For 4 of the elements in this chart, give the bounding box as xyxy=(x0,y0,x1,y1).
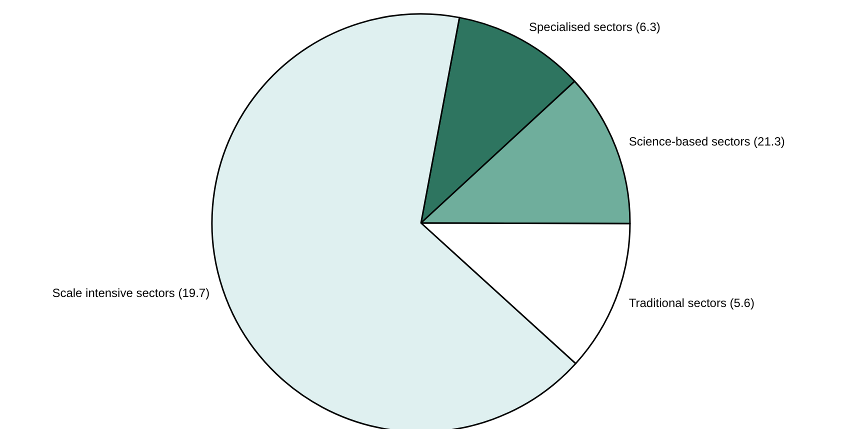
slice-label: Scale intensive sectors (19.7) xyxy=(52,286,210,300)
slice-label: Science-based sectors (21.3) xyxy=(628,134,785,148)
slice-label: Specialised sectors (6.3) xyxy=(528,20,660,34)
slice-label: Traditional sectors (5.6) xyxy=(628,296,754,310)
